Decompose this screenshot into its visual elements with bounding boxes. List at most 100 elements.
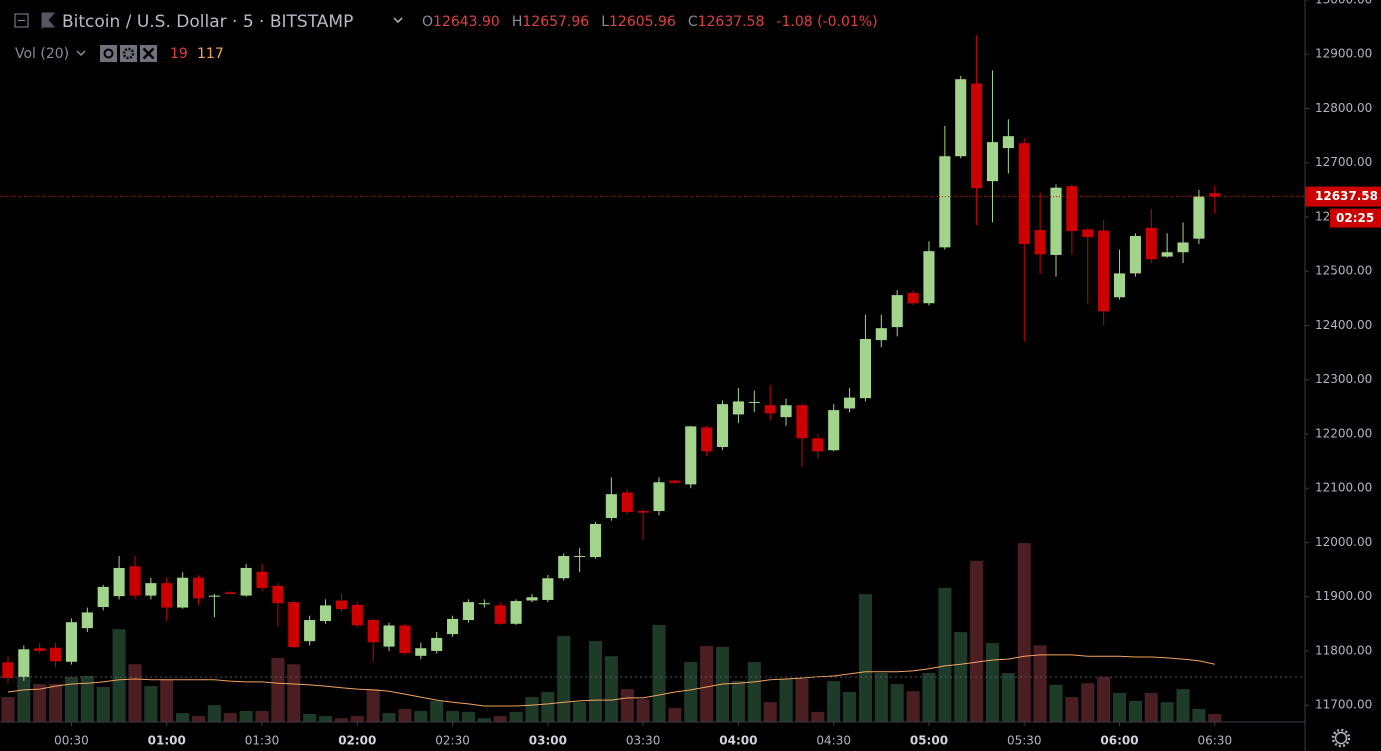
volume-bar: [525, 697, 539, 722]
volume-bar: [112, 629, 126, 722]
volume-bar: [1160, 702, 1174, 722]
volume-bar: [207, 705, 221, 722]
settings-gear[interactable]: [1331, 728, 1351, 748]
volume-bar: [398, 708, 412, 722]
volume-bar: [1033, 645, 1047, 722]
x-tick-label: 04:30: [816, 734, 851, 748]
volume-bar: [700, 646, 714, 722]
ohlc-legend: O12643.90 H12657.96 L12605.96 C12637.58 -1.0…: [422, 14, 878, 30]
volume-bar: [1065, 697, 1079, 722]
volume-bar: [795, 678, 809, 722]
candle-body: [1018, 143, 1030, 245]
candle-body: [891, 295, 903, 328]
candle-body: [574, 556, 586, 558]
volume-bar: [811, 711, 825, 722]
volume-bar: [80, 676, 94, 722]
gear-ring: [1334, 731, 1348, 745]
volume-bar: [604, 656, 618, 722]
candle-body: [272, 585, 284, 604]
last-price-box: [1305, 186, 1381, 207]
candle-body: [923, 251, 935, 304]
volume-bar: [160, 679, 174, 722]
volume-bar: [541, 692, 555, 722]
volume-bar: [684, 662, 698, 722]
candle-body: [1193, 196, 1205, 239]
chart-title[interactable]: Bitcoin / U.S. Dollar · 5 · BITSTAMP: [62, 12, 353, 32]
title-chevron[interactable]: [393, 17, 403, 24]
volume-bar: [1192, 708, 1206, 722]
candle-body: [18, 649, 30, 677]
x-tick-label: 05:30: [1007, 734, 1042, 748]
x-tick-label: 02:00: [338, 734, 376, 748]
volume-bar: [922, 673, 936, 722]
collapse-icon[interactable]: [14, 13, 29, 28]
candle-body: [859, 339, 872, 399]
candle-body: [97, 586, 109, 608]
candle-body: [129, 566, 141, 596]
candle-body: [383, 625, 395, 647]
y-tick-label: 12200.00: [1315, 426, 1372, 440]
volume-bar: [938, 587, 952, 722]
candle-body: [81, 612, 93, 629]
volume-bar: [223, 713, 237, 722]
candle-body: [50, 647, 62, 662]
candle-body: [1082, 229, 1094, 238]
candle-body: [526, 597, 538, 601]
volume-chevron[interactable]: [76, 50, 86, 57]
candle-body: [685, 426, 697, 485]
countdown-label: 02:25: [1336, 211, 1374, 225]
x-tick-label: 03:30: [626, 734, 661, 748]
volume-bar: [1049, 684, 1063, 722]
x-tick-label: 06:00: [1100, 734, 1138, 748]
y-tick-label: 11900.00: [1315, 589, 1372, 603]
volume-bar: [763, 702, 777, 722]
candle-body: [812, 438, 824, 452]
candle-body: [478, 603, 490, 605]
candle-body: [621, 492, 633, 513]
volume-bar: [461, 711, 476, 722]
volume-bar: [858, 594, 873, 722]
volume-bar: [620, 689, 634, 722]
settings-icon[interactable]: [120, 45, 137, 62]
eye-icon[interactable]: [100, 45, 117, 62]
volume-bar: [588, 640, 603, 722]
candle-body: [240, 567, 252, 596]
candle-body: [589, 524, 602, 558]
volume-bar: [668, 708, 682, 722]
change-value: -1.08 (-0.01%): [776, 14, 877, 30]
candle-body: [208, 595, 220, 597]
y-tick-label: 12400.00: [1315, 318, 1372, 332]
candle-body: [415, 648, 427, 656]
volume-bar: [1208, 713, 1222, 722]
volume-bar: [747, 662, 761, 722]
y-tick-label: 12000.00: [1315, 535, 1372, 549]
x-tick-label: 04:00: [719, 734, 757, 748]
candle-body: [669, 480, 681, 483]
candle-body: [796, 405, 808, 439]
ohlc-text: O12643.90 H12657.96 L12605.96 C12637.58 -1.0…: [422, 14, 878, 30]
volume-bar: [731, 681, 745, 722]
volume-bar: [985, 643, 1000, 722]
volume-bar: [128, 664, 142, 722]
candle-body: [605, 494, 617, 519]
volume-bar: [382, 713, 396, 722]
remove-icon-glyph: [142, 47, 155, 60]
candle-body: [1209, 193, 1221, 197]
candle-body: [844, 397, 856, 409]
candle-body: [224, 592, 236, 594]
volume-bar: [906, 691, 920, 722]
candle-body: [335, 600, 347, 610]
x-tick-label: 02:30: [435, 734, 470, 748]
volume-bar: [970, 560, 984, 722]
plot: [1, 35, 1222, 722]
volume-bar: [1001, 673, 1015, 722]
candle-body: [399, 625, 411, 654]
candle-body: [716, 404, 729, 447]
countdown-box: [1330, 208, 1381, 228]
volume-bar: [827, 681, 841, 722]
x-tick-label: 05:00: [910, 734, 948, 748]
candle-body: [256, 571, 268, 589]
candle-body: [828, 410, 840, 451]
candle-body: [971, 83, 983, 189]
volume-bar: [366, 689, 380, 722]
